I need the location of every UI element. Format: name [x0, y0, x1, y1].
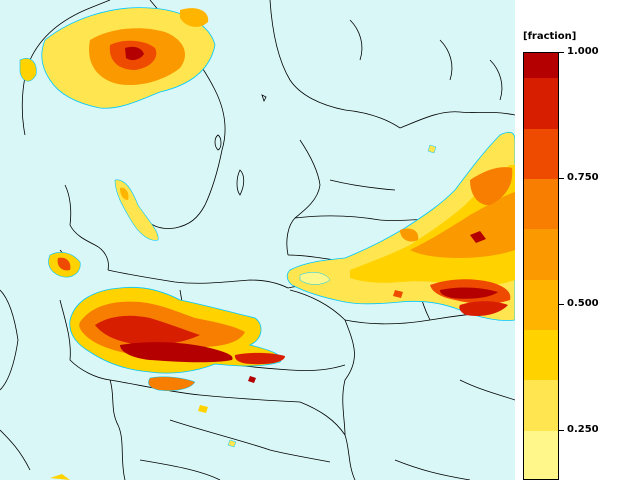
- legend: [fraction] 1.000 0.750 0.500 0.250: [515, 0, 640, 480]
- legend-tick-label: 0.500: [567, 297, 599, 309]
- legend-unit-label: [fraction]: [523, 31, 577, 42]
- cloud-fraction-map: [0, 0, 515, 480]
- legend-tick-mark: [559, 52, 564, 53]
- legend-color-bar: [523, 52, 559, 480]
- legend-band: [524, 78, 558, 129]
- legend-band: [524, 229, 558, 280]
- legend-band: [524, 380, 558, 431]
- legend-tick-label: 0.250: [567, 423, 599, 435]
- legend-band: [524, 53, 558, 79]
- legend-band: [524, 279, 558, 330]
- legend-tick-mark: [559, 303, 564, 305]
- cloud-fields: [19, 7, 515, 480]
- legend-tick-mark: [559, 429, 564, 431]
- legend-tick-label: 1.000: [567, 46, 599, 57]
- legend-band: [524, 329, 558, 381]
- legend-tick-mark: [559, 177, 564, 179]
- legend-band: [524, 128, 558, 179]
- legend-tick-label: 0.750: [567, 171, 599, 183]
- legend-band: [524, 178, 558, 230]
- legend-band: [524, 430, 558, 479]
